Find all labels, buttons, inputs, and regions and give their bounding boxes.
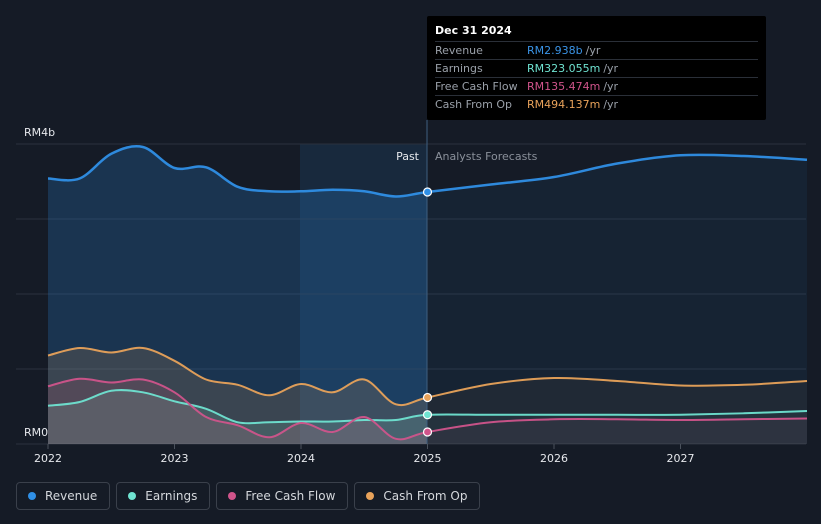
legend-item-cash-from-op[interactable]: Cash From Op: [354, 482, 481, 510]
legend-label-earnings: Earnings: [145, 489, 198, 503]
forecast-label: Analysts Forecasts: [435, 150, 538, 163]
legend-dot-icon: [28, 492, 36, 500]
legend-dot-icon: [228, 492, 237, 500]
legend-label-cash-from-op: Cash From Op: [383, 489, 468, 503]
tooltip-value-cash-from-op: RM494.137m: [527, 98, 601, 111]
tooltip-unit-free-cash-flow: /yr: [603, 80, 619, 93]
earnings-line[interactable]: [47, 389, 808, 425]
cash-from-op-forecast-area: [427, 377, 807, 444]
gridlines: [16, 143, 806, 445]
past-label: Past: [396, 150, 420, 163]
legend-dot-icon: [128, 492, 137, 500]
series-areas: [48, 146, 807, 444]
legend-label-free-cash-flow: Free Cash Flow: [245, 489, 336, 503]
x-tick-label-2027: 2027: [667, 452, 695, 465]
tooltip-row-cash-from-op: Cash From Op RM494.137m/yr: [435, 95, 758, 113]
legend-dot-icon: [366, 492, 375, 500]
x-tick-label-2025: 2025: [414, 452, 442, 465]
tooltip-value-revenue: RM2.938b: [527, 44, 583, 57]
tooltip-row-revenue: Revenue RM2.938b/yr: [435, 41, 758, 59]
legend-item-free-cash-flow[interactable]: Free Cash Flow: [216, 482, 349, 510]
free-cash-flow-line[interactable]: [47, 377, 808, 441]
chart-legend: Revenue Earnings Free Cash Flow Cash From O…: [16, 482, 481, 510]
x-tick-label-2023: 2023: [161, 452, 189, 465]
tooltip-unit-earnings: /yr: [603, 62, 619, 75]
cash-from-op-marker[interactable]: [422, 392, 433, 403]
revenue-forecast-area: [427, 154, 807, 444]
tooltip-row-free-cash-flow: Free Cash Flow RM135.474m/yr: [435, 77, 758, 95]
y-tick-top: RM4b: [24, 126, 55, 139]
earnings-marker[interactable]: [422, 410, 433, 420]
earnings-past-area: [48, 390, 428, 444]
cash-from-op-past-area: [48, 347, 428, 444]
legend-item-revenue[interactable]: Revenue: [16, 482, 111, 510]
tooltip-value-earnings: RM323.055m: [527, 62, 601, 75]
tooltip-unit-revenue: /yr: [585, 44, 601, 57]
x-tick-label-2024: 2024: [287, 452, 315, 465]
tooltip-label-earnings: Earnings: [435, 62, 483, 75]
legend-item-earnings[interactable]: Earnings: [116, 482, 211, 510]
revenue-past-area: [48, 146, 428, 444]
cash-from-op-line[interactable]: [47, 346, 808, 407]
tooltip-label-cash-from-op: Cash From Op: [435, 98, 513, 111]
series-lines: [47, 145, 808, 441]
tooltip-label-revenue: Revenue: [435, 44, 483, 57]
revenue-line[interactable]: [47, 145, 808, 198]
series-markers: [422, 187, 433, 437]
tooltip-date: Dec 31 2024: [435, 24, 512, 37]
tooltip-value-free-cash-flow: RM135.474m: [527, 80, 601, 93]
x-tick-label-2026: 2026: [540, 452, 568, 465]
free-cash-flow-forecast-area: [427, 418, 807, 444]
x-tick-label-2022: 2022: [34, 452, 62, 465]
free-cash-flow-past-area: [48, 378, 428, 444]
y-tick-bottom: RM0: [24, 426, 48, 439]
free-cash-flow-marker[interactable]: [422, 427, 433, 437]
tooltip-label-free-cash-flow: Free Cash Flow: [435, 80, 518, 93]
x-axis-ticks: 2022 2023 2024 2025 2026 2027: [34, 444, 695, 465]
legend-label-revenue: Revenue: [45, 489, 98, 503]
data-tooltip: Dec 31 2024 Revenue RM2.938b/yr Earnings RM…: [427, 16, 766, 120]
tooltip-unit-cash-from-op: /yr: [603, 98, 619, 111]
revenue-marker[interactable]: [422, 187, 433, 197]
tooltip-row-earnings: Earnings RM323.055m/yr: [435, 59, 758, 77]
